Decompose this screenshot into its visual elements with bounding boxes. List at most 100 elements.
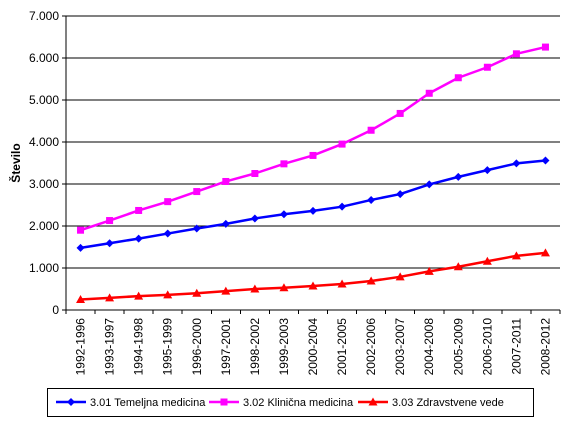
data-point [337, 279, 347, 288]
x-tick-label: 2006-2010 [480, 318, 494, 376]
axes [65, 16, 560, 311]
data-point [482, 256, 492, 265]
y-tick-label: 7.000 [29, 9, 59, 23]
data-point [163, 290, 173, 299]
y-axis-label: Število [8, 143, 23, 182]
data-point [106, 217, 114, 225]
data-point [308, 281, 318, 290]
data-point [77, 226, 85, 234]
data-point [338, 202, 347, 211]
x-tick-label: 2002-2006 [364, 318, 378, 376]
data-point [76, 295, 86, 303]
data-point [511, 251, 521, 260]
x-tick-label: 1998-2002 [248, 318, 262, 376]
legend-label: 3.02 Klinična medicina [243, 397, 354, 409]
y-tick-label: 2.000 [29, 219, 59, 233]
data-point [222, 177, 230, 185]
x-tick-label: 1993-1997 [103, 318, 117, 376]
x-tick-label: 2004-2008 [422, 318, 436, 376]
legend-box [47, 388, 534, 417]
x-tick-label: 2008-2012 [538, 318, 552, 376]
data-point [366, 276, 376, 285]
data-point [134, 291, 144, 300]
data-point [541, 156, 550, 165]
data-point [221, 219, 230, 228]
data-point [279, 210, 288, 219]
series-2 [77, 43, 549, 234]
data-point [454, 172, 463, 181]
legend-item-1: 3.01 Temeljna medicina [56, 397, 206, 409]
legend-item-2: 3.02 Klinična medicina [209, 397, 354, 409]
legend-marker [368, 397, 378, 406]
data-point [338, 140, 346, 148]
data-point [453, 262, 463, 271]
data-point [396, 109, 404, 117]
x-tick-label: 2000-2004 [306, 318, 320, 376]
data-point [164, 198, 172, 206]
legend-label: 3.03 Zdravstvene vede [392, 397, 504, 409]
x-tick-label: 1992-1996 [74, 318, 88, 376]
series-group [76, 43, 550, 303]
series-line [80, 45, 546, 232]
data-point [425, 180, 434, 189]
data-point [192, 224, 201, 233]
x-axis-ticks: 1992-1996 1993-1997 1994-1998 1995-1999 1996… [65, 310, 561, 376]
x-tick-label: 1994-1998 [132, 318, 146, 376]
data-point [76, 243, 85, 252]
data-point [309, 206, 317, 215]
y-tick-label: 3.000 [29, 177, 59, 191]
data-point [424, 266, 434, 275]
x-tick-label: 1996-2000 [190, 318, 204, 376]
y-tick-label: 0 [52, 303, 59, 317]
y-tick-label: 4.000 [29, 135, 59, 149]
data-point [135, 206, 143, 214]
legend-marker [67, 398, 75, 406]
y-tick-label: 6.000 [29, 51, 59, 65]
x-tick-label: 2007-2011 [509, 318, 523, 375]
data-point [280, 160, 288, 168]
data-point [395, 272, 405, 281]
data-point [512, 159, 521, 168]
x-tick-label: 2001-2005 [335, 318, 349, 376]
data-point [540, 248, 550, 257]
x-tick-label: 2003-2007 [393, 318, 407, 376]
series-3 [76, 248, 550, 303]
data-point [483, 166, 492, 175]
data-point [134, 234, 143, 243]
y-tick-label: 5.000 [29, 93, 59, 107]
x-tick-label: 1999-2003 [277, 318, 291, 376]
series-1 [76, 156, 550, 252]
data-point [367, 195, 376, 204]
data-point [105, 239, 114, 248]
data-point [483, 63, 491, 71]
data-point [512, 50, 520, 58]
data-point [396, 190, 405, 199]
data-point [250, 214, 259, 223]
data-point [105, 293, 115, 302]
data-point [279, 283, 289, 292]
legend-item-3: 3.03 Zdravstvene vede [358, 397, 504, 409]
data-point [367, 126, 375, 134]
data-point [250, 284, 260, 293]
data-point [425, 89, 433, 97]
x-tick-label: 1995-1999 [161, 318, 175, 376]
data-point [192, 288, 202, 297]
y-tick-label: 1.000 [29, 261, 59, 275]
x-tick-label: 1997-2001 [219, 318, 233, 376]
data-point [221, 286, 231, 295]
data-point [309, 151, 317, 159]
data-point [163, 229, 172, 238]
legend-label: 3.01 Temeljna medicina [90, 397, 206, 409]
x-tick-label: 2005-2009 [451, 318, 465, 376]
data-point [454, 74, 462, 82]
legend: 3.01 Temeljna medicina 3.02 Klinična medi… [47, 388, 534, 417]
y-axis-ticks: 0 1.000 2.000 3.000 4.000 5.000 6.000 7.000 [29, 9, 66, 317]
series-line [80, 159, 546, 250]
legend-marker [220, 398, 228, 406]
series-line [80, 251, 546, 301]
data-point [541, 43, 549, 51]
gridlines [66, 15, 560, 269]
data-point [193, 188, 201, 196]
data-point [251, 170, 259, 177]
